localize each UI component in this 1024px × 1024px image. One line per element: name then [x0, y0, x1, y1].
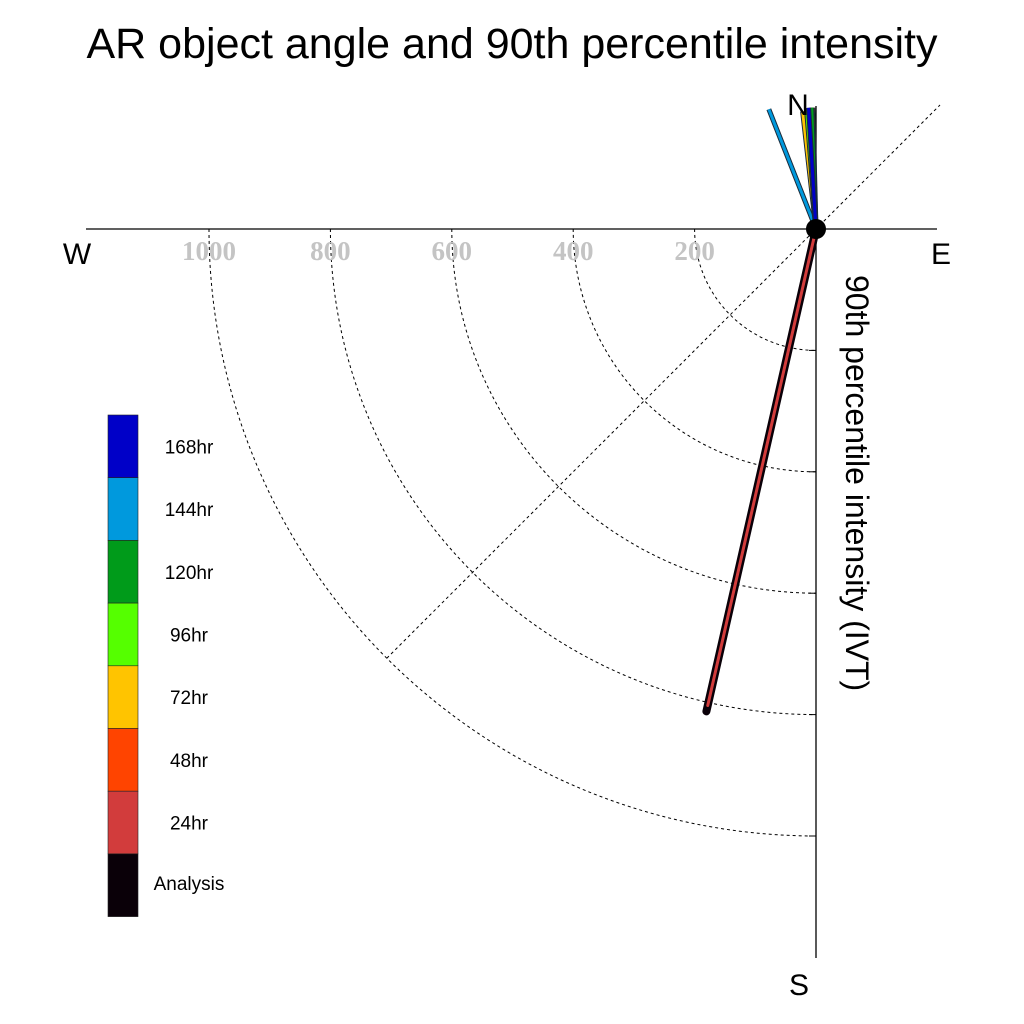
legend-label-analysis: Analysis [154, 874, 225, 895]
ring-label-1000: 1000 [182, 236, 236, 266]
legend-label-24hr: 24hr [170, 814, 209, 835]
legend-label-168hr: 168hr [165, 437, 214, 458]
legend-label-144hr: 144hr [165, 500, 214, 521]
radial-tick-labels: 200 400 600 800 1000 [182, 236, 715, 266]
north-label: N [787, 89, 809, 122]
legend-swatch-72hr [107, 665, 139, 729]
ring-1000 [208, 228, 817, 837]
ring-label-800: 800 [310, 236, 351, 266]
legend-swatch-144hr [107, 477, 139, 541]
ring-label-200: 200 [674, 236, 715, 266]
compass-axes [86, 106, 937, 958]
legend-swatch-168hr [107, 414, 139, 479]
legend-label-48hr: 48hr [170, 751, 209, 772]
series-line-168hr [807, 107, 818, 230]
legend-label-96hr: 96hr [170, 625, 209, 646]
origin-marker [806, 219, 826, 239]
east-label: E [931, 238, 951, 271]
polar-grid [208, 104, 941, 837]
ring-label-600: 600 [432, 236, 473, 266]
legend-label-120hr: 120hr [165, 563, 214, 584]
south-label: S [789, 969, 809, 1002]
chart-title: AR object angle and 90th percentile inte… [87, 20, 938, 68]
legend-swatch-96hr [107, 602, 139, 667]
ring-label-400: 400 [553, 236, 594, 266]
series-lines [702, 107, 826, 716]
legend-swatch-24hr [107, 790, 139, 855]
legend-swatch-analysis [107, 853, 139, 917]
radial-axis-title: 90th percentile intensity (IVT) [839, 275, 875, 691]
series-line-24hr [706, 227, 818, 707]
ring-800 [329, 228, 817, 716]
west-label: W [63, 238, 92, 271]
legend: 168hr 144hr 120hr 96hr 72hr 48hr 24hr Analysis [107, 414, 225, 917]
diagonal-line [386, 104, 941, 659]
legend-swatch-48hr [107, 728, 139, 792]
legend-swatch-120hr [107, 540, 139, 604]
series-line-144hr [767, 108, 818, 230]
legend-label-72hr: 72hr [170, 688, 209, 709]
